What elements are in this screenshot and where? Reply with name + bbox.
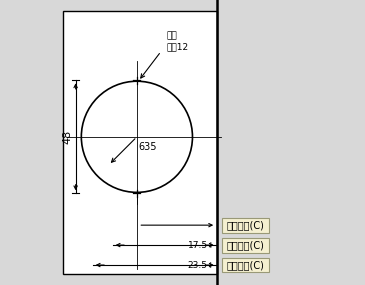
Text: 17.5+: 17.5+: [188, 241, 215, 250]
Text: 635: 635: [138, 142, 157, 152]
Text: カット量(C): カット量(C): [226, 240, 264, 250]
Text: カット量(C): カット量(C): [226, 220, 264, 230]
Text: 掛込
深さ12: 掛込 深さ12: [167, 31, 189, 52]
Bar: [63, 11, 217, 274]
Bar: [222, 258, 269, 272]
Bar: [222, 218, 269, 233]
Text: 48: 48: [63, 130, 73, 144]
Text: 23.5+: 23.5+: [188, 260, 215, 270]
Text: カット量(C): カット量(C): [226, 260, 264, 270]
Bar: [222, 238, 269, 253]
